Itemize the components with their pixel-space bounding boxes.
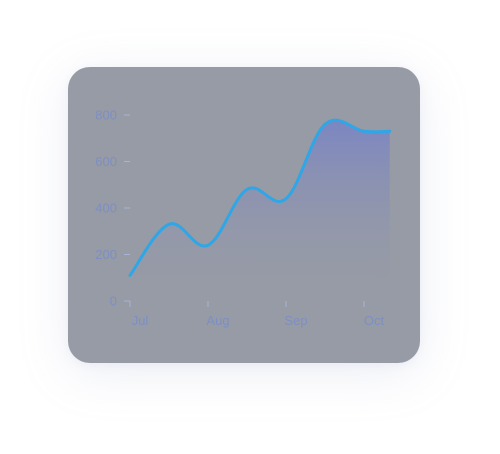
x-tick-label: Oct — [364, 313, 385, 328]
x-axis: Jul Aug Sep Oct — [129, 301, 385, 328]
y-tick-label: 200 — [95, 247, 117, 262]
area-chart: 0 200 400 600 800 Jul Aug Sep Oct — [95, 108, 392, 328]
series-area-fill — [130, 120, 390, 302]
y-axis: 0 200 400 600 800 — [95, 108, 130, 309]
data-point — [167, 222, 171, 226]
x-tick-label: Jul — [132, 313, 149, 328]
chart-card: 0 200 400 600 800 Jul Aug Sep Oct — [68, 67, 420, 363]
data-point — [388, 129, 392, 133]
y-tick-label: 800 — [95, 108, 117, 123]
y-tick-label: 0 — [110, 294, 117, 309]
data-point — [284, 197, 288, 201]
series-line — [128, 118, 392, 277]
data-point — [128, 273, 132, 277]
y-tick-label: 600 — [95, 154, 117, 169]
data-point — [362, 129, 366, 133]
data-point — [245, 187, 249, 191]
y-tick-label: 400 — [95, 201, 117, 216]
x-tick-label: Aug — [206, 313, 229, 328]
x-tick-label: Sep — [284, 313, 307, 328]
data-point — [323, 122, 327, 126]
data-point — [206, 243, 210, 247]
